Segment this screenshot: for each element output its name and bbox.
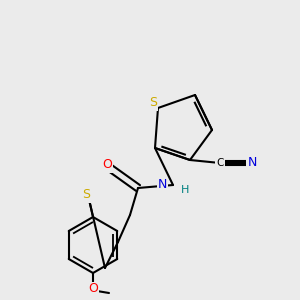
Text: N: N (158, 178, 167, 191)
Text: O: O (88, 283, 98, 296)
Text: N: N (247, 157, 257, 169)
Text: H: H (181, 185, 189, 195)
Text: S: S (149, 97, 157, 110)
Text: O: O (102, 158, 112, 172)
Text: C: C (216, 158, 224, 168)
Text: S: S (82, 188, 90, 202)
